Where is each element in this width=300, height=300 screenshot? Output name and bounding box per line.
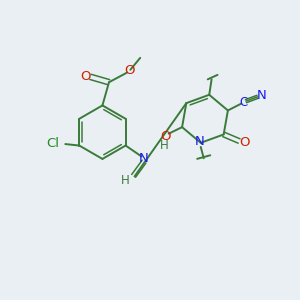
Text: H: H [121,174,130,188]
Text: N: N [256,88,266,101]
Text: O: O [239,136,249,149]
Text: N: N [194,135,204,148]
Text: N: N [139,152,149,164]
Text: O: O [80,70,91,83]
Text: H: H [160,139,169,152]
Text: O: O [124,64,134,77]
Text: Cl: Cl [46,137,59,150]
Text: C: C [239,96,248,109]
Text: O: O [160,130,170,143]
